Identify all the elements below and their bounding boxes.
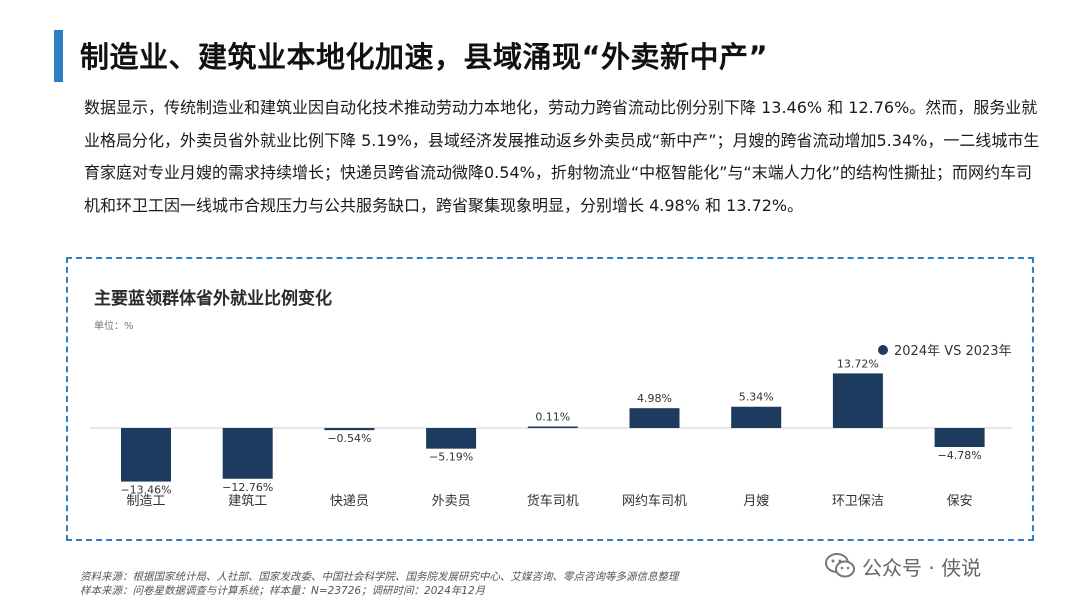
category-label-建筑工: 建筑工 — [228, 493, 267, 509]
value-label-环卫保洁: 13.72% — [837, 357, 879, 370]
value-label-制造工: −13.46% — [120, 484, 171, 497]
value-label-建筑工: −12.76% — [222, 481, 273, 494]
bar-保安 — [934, 428, 985, 448]
sample-line: 样本来源：问卷星数据调查与计算系统；样本量：N=23726；调研时间：2024年… — [80, 585, 486, 597]
bar-快递员 — [324, 428, 375, 431]
legend-swatch — [878, 345, 888, 355]
category-label-月嫂: 月嫂 — [743, 494, 769, 509]
bar-制造工 — [121, 428, 171, 482]
category-label-保安: 保安 — [947, 494, 973, 509]
unit-label: 单位：% — [94, 319, 134, 332]
category-label-外卖员: 外卖员 — [432, 494, 471, 509]
title-accent-bar — [54, 30, 63, 82]
value-label-货车司机: 0.11% — [535, 411, 570, 424]
legend-label: 2024年 VS 2023年 — [894, 344, 1012, 359]
bar-chart: 主要蓝领群体省外就业比例变化 单位：% 2024年 VS 2023年 −13.4… — [90, 288, 1012, 509]
bar-货车司机 — [527, 426, 578, 428]
bar-月嫂 — [731, 406, 782, 428]
bar-网约车司机 — [629, 408, 680, 428]
value-label-外卖员: −5.19% — [429, 451, 473, 464]
category-label-环卫保洁: 环卫保洁 — [832, 494, 884, 509]
category-label-制造工: 制造工 — [126, 494, 165, 509]
category-label-快递员: 快递员 — [330, 494, 369, 509]
summary-paragraph: 数据显示，传统制造业和建筑业因自动化技术推动劳动力本地化，劳动力跨省流动比例分别… — [84, 98, 1040, 215]
bar-环卫保洁 — [832, 373, 883, 428]
watermark-text: 公众号 · 侠说 — [862, 555, 982, 580]
source-footnote: 资料来源：根据国家统计局、人社部、国家发改委、中国社会科学院、国务院发展研究中心… — [80, 570, 679, 598]
category-label-网约车司机: 网约车司机 — [622, 493, 687, 509]
value-label-月嫂: 5.34% — [739, 391, 774, 404]
bar-外卖员 — [426, 428, 477, 449]
value-label-网约车司机: 4.98% — [637, 392, 672, 405]
chart-title: 主要蓝领群体省外就业比例变化 — [94, 288, 332, 309]
chart-container: 主要蓝领群体省外就业比例变化 单位：% 2024年 VS 2023年 −13.4… — [66, 257, 1034, 541]
watermark: 公众号 · 侠说 — [824, 550, 981, 582]
wechat-icon — [825, 553, 855, 578]
value-label-保安: −4.78% — [938, 449, 982, 462]
source-line: 资料来源：根据国家统计局、人社部、国家发改委、中国社会科学院、国务院发展研究中心… — [80, 571, 679, 583]
value-label-快递员: −0.54% — [327, 432, 371, 445]
category-label-货车司机: 货车司机 — [527, 493, 579, 509]
bar-建筑工 — [222, 428, 273, 479]
page-title: 制造业、建筑业本地化加速，县域涌现“外卖新中产” — [80, 40, 769, 74]
bars-group: −13.46%制造工 −12.76%建筑工 −0.54% 快递员 −5.19% 外卖员 0.… — [120, 357, 985, 509]
